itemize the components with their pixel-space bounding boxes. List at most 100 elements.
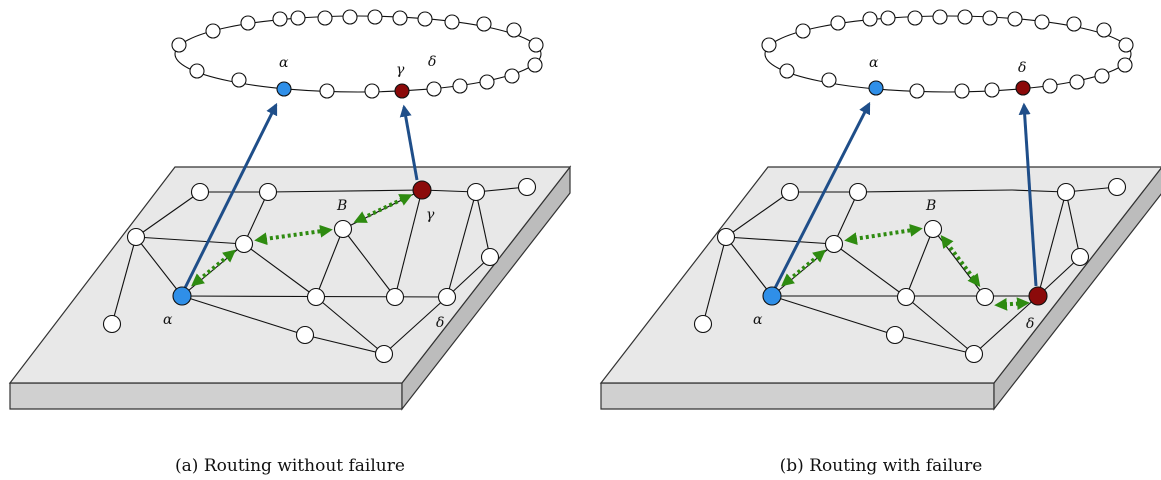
caption-a: (a) Routing without failure xyxy=(175,456,405,476)
ring-label-delta: δ xyxy=(1018,60,1026,76)
network-plate xyxy=(599,166,1161,411)
ring-node xyxy=(957,9,973,25)
ring-node xyxy=(1094,68,1110,84)
ring-node xyxy=(205,23,221,39)
network-node xyxy=(1056,182,1076,202)
network-edges xyxy=(111,186,528,355)
ring-node xyxy=(417,11,433,27)
network-plate xyxy=(8,165,572,411)
network-node-beta xyxy=(923,219,943,239)
ring-node xyxy=(272,11,288,27)
ring-node xyxy=(1117,57,1133,73)
net-label-gamma: γ xyxy=(426,207,435,223)
ring-node xyxy=(528,37,544,53)
network-node-delta xyxy=(437,287,457,307)
overlay-ring: α δ xyxy=(761,9,1134,99)
ring-node xyxy=(1007,11,1023,27)
ring-node xyxy=(880,10,896,26)
network-nodes xyxy=(693,177,1127,364)
network-node xyxy=(780,182,800,202)
ring-node xyxy=(909,83,925,99)
panel-b: α δ xyxy=(599,9,1161,476)
ring-node xyxy=(364,83,380,99)
ring-node xyxy=(189,63,205,79)
network-node xyxy=(234,234,254,254)
ring-label-alpha: α xyxy=(279,55,289,71)
ring-node xyxy=(319,83,335,99)
ring-node-delta xyxy=(1015,80,1031,96)
net-label-alpha: α xyxy=(753,312,763,328)
ring-node xyxy=(1096,22,1112,38)
network-node xyxy=(480,247,500,267)
ring-node xyxy=(171,37,187,53)
ring-node xyxy=(479,74,495,90)
network-node xyxy=(517,177,537,197)
network-node xyxy=(896,287,916,307)
network-node xyxy=(964,344,984,364)
net-label-beta: B xyxy=(336,198,347,214)
network-node xyxy=(848,182,868,202)
ring-node xyxy=(932,9,948,25)
network-node xyxy=(126,227,146,247)
ring-node xyxy=(984,82,1000,98)
net-label-delta: δ xyxy=(436,315,444,331)
network-node xyxy=(1070,247,1090,267)
ring-node xyxy=(761,37,777,53)
net-label-delta: δ xyxy=(1026,316,1034,332)
network-nodes xyxy=(102,177,537,364)
network-node xyxy=(824,234,844,254)
network-node xyxy=(693,314,713,334)
ring-node xyxy=(982,10,998,26)
ring-node xyxy=(1118,37,1134,53)
ring-node xyxy=(452,78,468,94)
ring-node xyxy=(795,23,811,39)
ring-node xyxy=(290,10,306,26)
ring-node xyxy=(367,9,383,25)
ring-node-alpha xyxy=(868,80,884,96)
network-node xyxy=(306,287,326,307)
ring-node xyxy=(426,81,442,97)
network-node xyxy=(1107,177,1127,197)
network-node xyxy=(885,325,905,345)
ring-node xyxy=(779,63,795,79)
ring-node xyxy=(506,22,522,38)
network-node-alpha xyxy=(172,286,192,306)
network-node-alpha xyxy=(762,286,782,306)
network-node xyxy=(190,182,210,202)
network-node xyxy=(716,227,736,247)
ring-node xyxy=(240,15,256,31)
ring-node xyxy=(504,68,520,84)
ring-node xyxy=(444,14,460,30)
ring-node-gamma xyxy=(394,83,410,99)
ring-node xyxy=(862,11,878,27)
network-node xyxy=(102,314,122,334)
ring-node xyxy=(821,72,837,88)
overlay-ring: α γ δ xyxy=(171,9,544,99)
ring-node xyxy=(954,83,970,99)
ring-node xyxy=(907,10,923,26)
network-node-delta xyxy=(1028,286,1048,306)
ring-label-alpha: α xyxy=(869,55,879,71)
network-node xyxy=(385,287,405,307)
route-path xyxy=(191,194,413,287)
ring-node-alpha xyxy=(276,81,292,97)
net-label-alpha: α xyxy=(163,312,173,328)
caption-b: (b) Routing with failure xyxy=(780,456,983,476)
network-node xyxy=(295,325,315,345)
route-path xyxy=(781,224,1030,311)
overlay-arrow-delta xyxy=(1018,102,1038,287)
overlay-arrow-gamma xyxy=(399,104,419,181)
ring-node xyxy=(476,16,492,32)
ring-node xyxy=(1069,74,1085,90)
ring-node xyxy=(231,72,247,88)
ring-node xyxy=(1034,14,1050,30)
network-node xyxy=(258,182,278,202)
ring-label-delta: δ xyxy=(428,54,436,70)
ring-node xyxy=(830,15,846,31)
net-label-beta: B xyxy=(925,198,936,214)
network-node xyxy=(975,287,995,307)
ring-node xyxy=(1042,78,1058,94)
network-node-gamma xyxy=(412,180,432,200)
network-node xyxy=(466,182,486,202)
